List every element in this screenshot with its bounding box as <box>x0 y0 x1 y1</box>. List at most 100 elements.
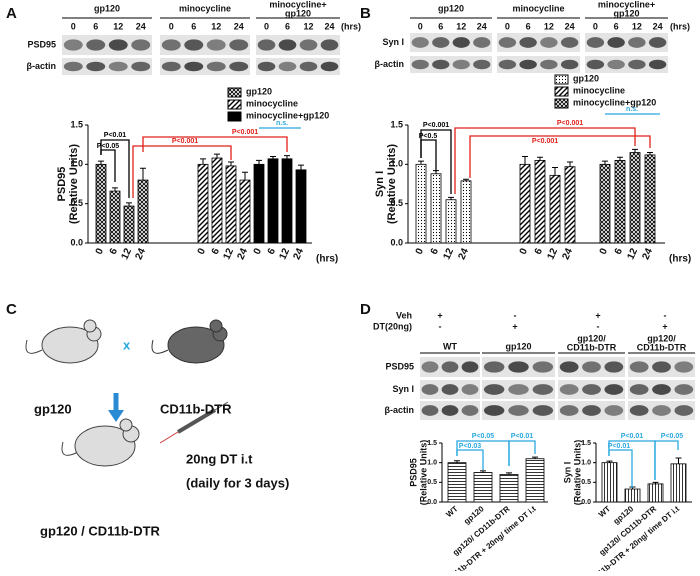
y-axis-label: (Relative Units) <box>418 440 428 506</box>
blot-group-label: gp120 <box>285 8 311 18</box>
bar <box>95 163 107 244</box>
blot-band <box>411 59 429 70</box>
significance-label: P<0.001 <box>557 120 583 127</box>
blot-band <box>278 61 297 72</box>
blot-band <box>441 405 459 416</box>
error-bar <box>242 171 248 181</box>
blot-band <box>86 61 106 72</box>
bar <box>447 462 467 503</box>
blot-band <box>652 361 671 373</box>
blot-band <box>461 361 479 373</box>
unit-label: (hrs) <box>670 21 690 31</box>
legend-label: gp120 <box>246 86 272 96</box>
strain-label: gp120 / CD11b-DTR <box>40 523 161 538</box>
lane-label: 0 <box>418 21 423 31</box>
error-bar <box>602 160 608 165</box>
blot-group-label: gp120 <box>613 8 639 18</box>
blot-band <box>629 405 649 416</box>
treatment-sign: - <box>439 321 442 331</box>
mouse <box>61 418 140 467</box>
blot-band <box>674 384 694 395</box>
error-bar <box>112 187 118 192</box>
significance-label: P<0.001 <box>172 138 198 145</box>
blot-band <box>483 405 505 416</box>
bar <box>629 152 641 244</box>
x-tick-label: 24 <box>456 246 471 261</box>
significance-bracket <box>469 135 651 178</box>
error-bar <box>675 457 682 464</box>
blot-band <box>441 384 459 395</box>
panel-label: D <box>360 301 371 318</box>
lane-label: 12 <box>303 21 313 31</box>
blot-band <box>63 61 83 72</box>
lane-label: 0 <box>505 21 510 31</box>
bar <box>267 158 279 244</box>
significance-bracket <box>456 449 484 470</box>
blot-band <box>432 59 450 70</box>
lane-label: 6 <box>526 21 531 31</box>
blot-band <box>674 361 694 373</box>
blot-group-label: gp120/ <box>647 333 676 343</box>
blot-band <box>278 39 297 51</box>
blot-group-label: gp120 <box>94 3 120 13</box>
y-axis-label: Syn I <box>374 171 386 197</box>
treatment-sign: + <box>595 310 600 320</box>
significance-bracket <box>142 136 288 152</box>
row-label: PSD95 <box>27 39 56 49</box>
mouse <box>25 319 102 364</box>
blot-group-label: CD11b-DTR <box>637 342 687 352</box>
error-bar <box>228 161 234 166</box>
blot-band <box>582 384 601 395</box>
significance-label: P<0.03 <box>459 443 481 450</box>
significance-label: P<0.001 <box>232 129 258 136</box>
treatment-sign: - <box>664 310 667 320</box>
error-bar <box>98 160 104 165</box>
bar <box>239 179 251 244</box>
significance-label: n.s. <box>626 106 638 113</box>
x-tick-label: WT <box>444 504 459 519</box>
y-tick-label: 1.0 <box>70 159 83 169</box>
panel-label: C <box>6 301 17 318</box>
significance-bracket <box>508 440 536 466</box>
significance-bracket <box>608 449 633 488</box>
lane-label: 0 <box>593 21 598 31</box>
blot-group-label: minocycline+ <box>598 0 655 9</box>
y-tick-label: 0.0 <box>581 499 591 506</box>
strain-label: gp120 <box>34 401 72 416</box>
treatment-sign: + <box>512 321 517 331</box>
blot-band <box>508 361 529 373</box>
x-tick-label: 0 <box>94 246 107 256</box>
blot-background <box>256 35 340 55</box>
bar <box>519 163 531 244</box>
blot-band <box>257 61 276 72</box>
blot-band <box>461 405 479 416</box>
blot-band <box>559 405 579 416</box>
significance-label: P<0.001 <box>423 122 449 129</box>
significance-bracket <box>100 149 116 182</box>
legend-label: minocycline+gp120 <box>573 97 656 107</box>
bar <box>211 157 223 244</box>
blot-band <box>131 61 151 72</box>
panel-label: A <box>6 5 17 22</box>
blot-band <box>483 384 505 395</box>
x-tick-label: 0 <box>414 246 427 256</box>
blot-band <box>628 37 646 48</box>
blot-group-label: gp120 <box>438 3 464 13</box>
blot-band <box>206 61 226 72</box>
error-bar <box>480 470 486 473</box>
bar <box>647 483 664 503</box>
x-tick-label: 6 <box>533 246 546 256</box>
y-axis-label: (Relative Units) <box>68 144 80 224</box>
blot-band <box>421 384 439 395</box>
legend-swatch <box>554 98 569 109</box>
strain-label: CD11b-DTR <box>160 401 232 416</box>
blot-band <box>441 361 459 373</box>
blot-band <box>229 61 249 72</box>
lane-label: 24 <box>234 21 244 31</box>
row-label: Syn I <box>382 37 404 47</box>
legend-label: gp120 <box>573 73 599 83</box>
row-label: β-actin <box>27 61 57 71</box>
bar <box>197 163 209 244</box>
blot-band <box>604 361 624 373</box>
